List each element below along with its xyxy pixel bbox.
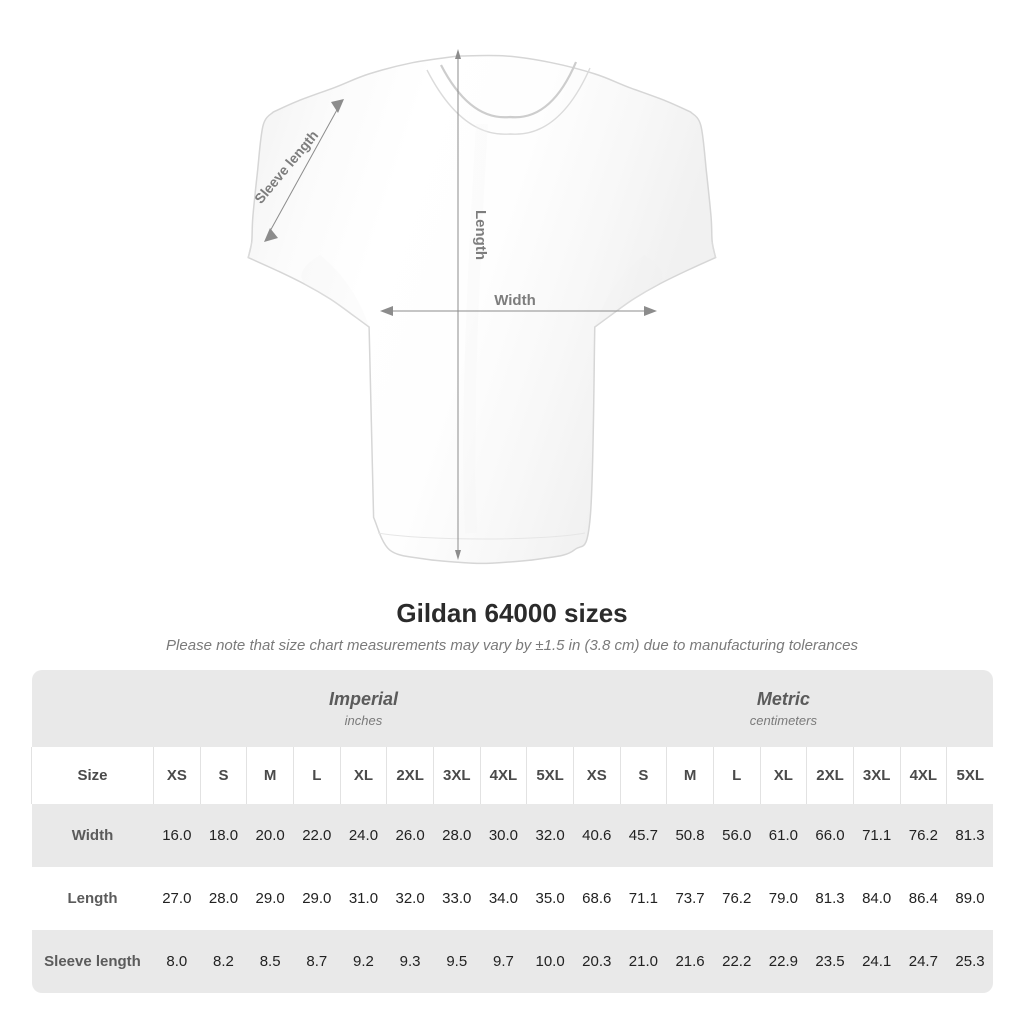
svg-text:Width: Width [494,292,536,309]
svg-text:Sleeve length: Sleeve length [251,127,321,206]
svg-text:Length: Length [472,210,489,260]
